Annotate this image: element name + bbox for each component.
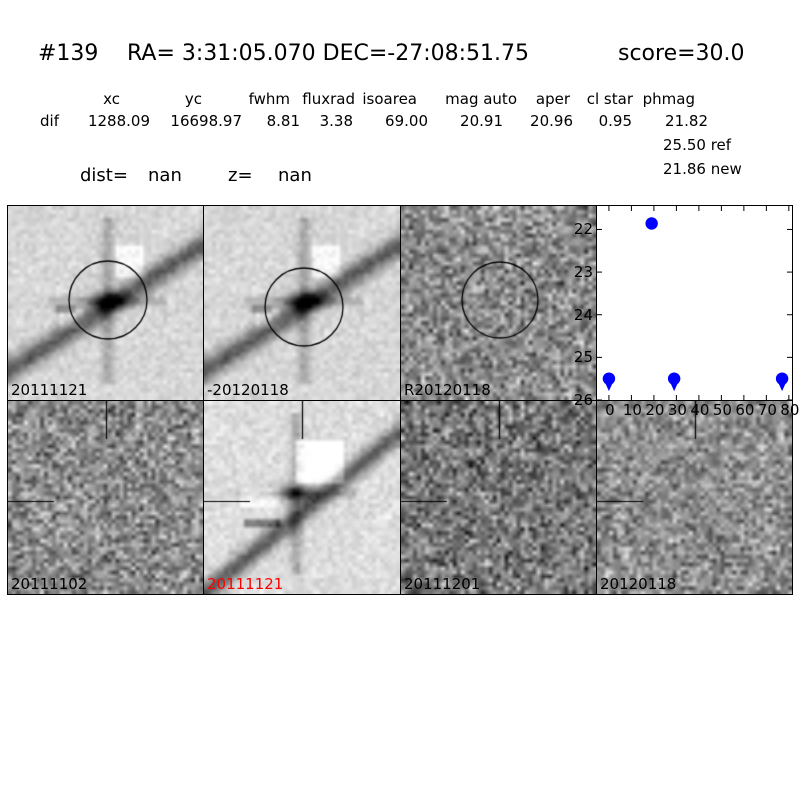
value-cl-star: 0.95 — [598, 112, 632, 130]
cutout-date-label: 20111201 — [404, 575, 481, 593]
col-header-isoarea: isoarea — [362, 90, 417, 108]
cutout-date-label: R20120118 — [404, 381, 491, 399]
x-tick-label: 30 — [667, 401, 687, 419]
cutout-panel-new-epoch: 20111121 — [7, 205, 204, 401]
cutout-panel-difference: -20120118 — [203, 205, 401, 401]
cutout-date-label: 20111102 — [11, 575, 88, 593]
candidate-id: #139 — [38, 41, 99, 66]
data-point-detection — [645, 217, 658, 230]
ra-dec-coords: RA= 3:31:05.070 DEC=-27:08:51.75 — [127, 41, 530, 66]
cutout-panel-epoch-2-detection: 20111121 — [203, 400, 401, 595]
cutout-date-label: 20111121 — [11, 381, 88, 399]
cutout-panel-reference: R20120118 — [400, 205, 597, 401]
col-header-fwhm: fwhm — [248, 90, 290, 108]
y-tick-label: 26 — [573, 391, 593, 409]
y-tick-label: 23 — [573, 263, 593, 282]
x-tick-label: 20 — [645, 401, 665, 419]
x-tick-label: 0 — [605, 401, 615, 419]
limit-arrow-icon — [777, 381, 787, 392]
cutout-image — [597, 401, 792, 594]
col-header-phmag: phmag — [642, 90, 695, 108]
limit-arrow-icon — [604, 381, 614, 392]
score-value: score=30.0 — [618, 41, 745, 66]
cutout-image — [204, 401, 400, 594]
x-tick-label: 80 — [780, 401, 800, 419]
cutout-panel-epoch-3: 20111201 — [400, 400, 597, 595]
cutout-date-label: 20120118 — [600, 575, 677, 593]
z-label: z= — [228, 165, 253, 186]
value-xc: 1288.09 — [87, 112, 150, 130]
col-header-yc: yc — [184, 90, 202, 108]
cutout-image — [401, 206, 596, 400]
cutout-image — [204, 206, 400, 400]
z-value: nan — [278, 165, 312, 186]
cutout-panel-epoch-1: 20111102 — [7, 400, 204, 595]
value-fluxrad: 3.38 — [319, 112, 353, 130]
value-phmag: 21.82 — [665, 112, 708, 130]
col-header-aper: aper — [535, 90, 570, 108]
value-isoarea: 69.00 — [385, 112, 428, 130]
cutout-image — [8, 401, 203, 594]
cutout-image — [8, 206, 203, 400]
cutout-image — [401, 401, 596, 594]
limit-arrow-icon — [669, 381, 679, 392]
x-tick-label: 10 — [622, 401, 642, 419]
col-header-xc: xc — [103, 90, 120, 108]
value-yc: 16698.97 — [170, 112, 242, 130]
value-fwhm: 8.81 — [266, 112, 300, 130]
y-tick-label: 24 — [573, 305, 593, 324]
cutout-panel-epoch-4: 20120118 — [596, 400, 793, 595]
dist-label: dist= — [80, 165, 128, 186]
value-aper: 20.96 — [530, 112, 573, 130]
col-header-fluxrad: fluxrad — [302, 90, 355, 108]
x-tick-label: 40 — [690, 401, 710, 419]
x-tick-label: 60 — [735, 401, 755, 419]
new-magnitude: 21.86 new — [663, 160, 742, 178]
col-header-cl-star: cl star — [586, 90, 633, 108]
row-label-dif: dif — [40, 112, 59, 130]
dist-value: nan — [148, 165, 182, 186]
cutout-date-label: 20111121 — [207, 575, 284, 593]
col-header-mag-auto: mag auto — [445, 90, 517, 108]
y-tick-label: 25 — [573, 348, 593, 367]
y-tick-label: 22 — [573, 220, 593, 239]
plot-canvas — [597, 206, 792, 401]
cutout-date-label: -20120118 — [207, 381, 289, 399]
x-tick-label: 50 — [712, 401, 732, 419]
x-tick-label: 70 — [757, 401, 777, 419]
ref-magnitude: 25.50 ref — [663, 136, 732, 154]
value-mag-auto: 20.91 — [460, 112, 503, 130]
magnitude-light-curve-plot: 0 10 20 30 40 50 60 70 80 22 23 24 25 26 — [574, 205, 799, 418]
